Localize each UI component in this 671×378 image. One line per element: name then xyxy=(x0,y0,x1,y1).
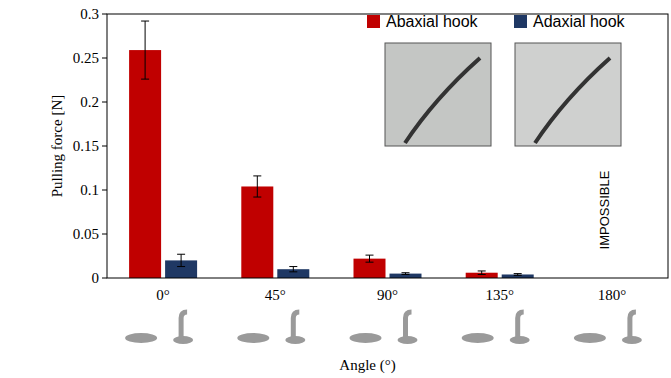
y-tick xyxy=(102,14,107,15)
annotation: IMPOSSIBLE xyxy=(597,170,612,249)
plot-frame xyxy=(107,14,668,278)
photo-wire xyxy=(405,58,480,143)
icon-leaf xyxy=(462,333,494,343)
y-tick-label: 0.15 xyxy=(73,138,99,154)
error-bar xyxy=(177,254,185,266)
legend-swatch xyxy=(367,15,380,28)
icon-hook xyxy=(181,312,187,340)
y-tick-label: 0.05 xyxy=(73,226,99,242)
y-tick xyxy=(102,190,107,191)
legend-swatch xyxy=(514,15,527,28)
bar xyxy=(502,274,534,278)
error-bar xyxy=(402,273,410,275)
error-bar xyxy=(289,267,297,272)
x-tick-label: 180° xyxy=(598,287,627,303)
bar xyxy=(390,274,422,278)
y-tick xyxy=(102,58,107,59)
icon-hook xyxy=(406,312,412,340)
y-tick-label: 0.2 xyxy=(80,94,99,110)
y-tick xyxy=(102,102,107,103)
photo-inset xyxy=(385,43,491,146)
error-bar xyxy=(514,274,522,276)
bars xyxy=(129,21,534,278)
error-bar xyxy=(141,21,149,79)
photo-wire xyxy=(535,58,610,143)
chart: 0 0.05 0.1 0.15 0.2 0.25 0.3 0° 45° 90° 135° 180° An… xyxy=(0,0,671,378)
error-bar xyxy=(366,255,374,262)
icon-hook xyxy=(630,312,636,340)
x-tick-label: 45° xyxy=(265,287,286,303)
icon-leaf xyxy=(237,333,269,343)
icon-leaf xyxy=(350,333,382,343)
error-bar xyxy=(478,271,486,275)
error-bar xyxy=(253,176,261,197)
x-tick-label: 90° xyxy=(377,287,398,303)
photo-inset xyxy=(515,43,621,146)
legend-label: Adaxial hook xyxy=(533,13,626,30)
y-tick xyxy=(102,234,107,235)
x-tick-label: 0° xyxy=(156,287,170,303)
icon-hook xyxy=(518,312,524,340)
y-tick-label: 0.3 xyxy=(80,6,99,22)
x-tick-label: 135° xyxy=(485,287,514,303)
y-tick-label: 0.25 xyxy=(73,50,99,66)
bar xyxy=(129,50,161,278)
y-tick xyxy=(102,146,107,147)
x-axis-label: Angle (°) xyxy=(339,357,395,374)
icon-hook xyxy=(293,312,299,340)
icon-leaf xyxy=(125,333,157,343)
y-tick-label: 0.1 xyxy=(80,182,99,198)
y-tick xyxy=(102,278,107,279)
y-tick-label: 0 xyxy=(92,270,100,286)
bar xyxy=(241,186,273,278)
icon-leaf xyxy=(574,333,606,343)
legend-label: Abaxial hook xyxy=(386,13,479,30)
y-axis-label: Pulling force [N] xyxy=(49,95,65,197)
